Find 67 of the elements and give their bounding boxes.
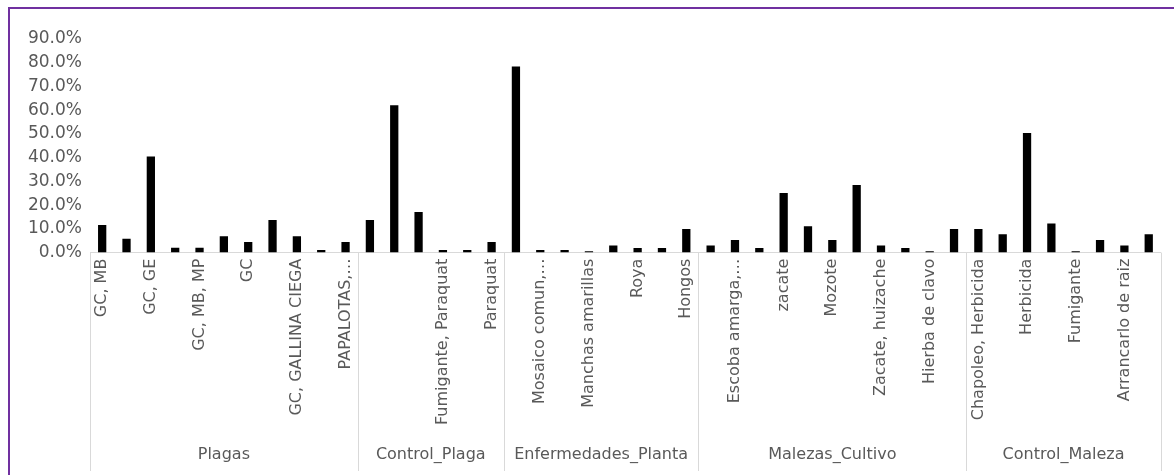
bar (803, 226, 813, 253)
x-tick-label: Mozote (821, 258, 841, 317)
bar (609, 245, 618, 253)
bar (1144, 234, 1153, 253)
y-tick-label: 40.0% (27, 146, 82, 167)
y-tick-label: 30.0% (27, 169, 82, 190)
x-tick-label: Herbicida (1016, 258, 1036, 335)
y-tick-label: 80.0% (27, 51, 82, 72)
text: Malezas_Cultivo (768, 444, 897, 465)
y-tick-label: 70.0% (27, 74, 82, 95)
x-tick-label: Mosaico comun,… (529, 258, 549, 405)
x-tick-label: Arrancarlo de raiz (1113, 258, 1133, 402)
x-tick-label: Fumigante, Paraquat (432, 258, 452, 426)
text: Plagas (197, 444, 250, 464)
x-tick-label: Hongos (675, 258, 695, 319)
bar (730, 240, 740, 253)
x-tick-label: Zacate, huizache (870, 258, 890, 396)
bar (146, 156, 155, 253)
x-tick-label: Roya (626, 258, 646, 299)
x-tick-label: Escoba amarga,… (724, 258, 744, 404)
bar (1022, 132, 1032, 253)
y-tick-label: 20.0% (27, 193, 82, 214)
bar (949, 228, 959, 253)
bar (998, 234, 1007, 253)
bar (341, 241, 350, 253)
y-tick-label: 0.0% (38, 241, 82, 262)
bar (876, 245, 886, 253)
bar (365, 220, 375, 253)
bar (268, 220, 277, 253)
x-tick-label: GC, GE (140, 258, 160, 315)
x-tick-label: GC, MB, MP (188, 258, 208, 351)
y-tick-label: 60.0% (27, 98, 82, 119)
bar (706, 245, 715, 253)
bar (219, 236, 228, 253)
bar (98, 225, 107, 253)
bar (244, 241, 253, 253)
bar (633, 248, 642, 253)
bar (1120, 245, 1129, 253)
x-tick-label: Fumigante (1064, 258, 1084, 344)
x-tick-label: Hierba de clavo (918, 258, 938, 384)
bar (974, 228, 983, 253)
bar (292, 236, 302, 253)
text: Control_Maleza (1002, 444, 1125, 465)
x-tick-label: Paraquat (480, 258, 500, 331)
bar (1095, 240, 1105, 253)
x-tick-label: GC, GALLINA CIEGA (286, 258, 306, 416)
bar (511, 66, 521, 253)
x-tick-label: Chapoleo, Herbicida (967, 258, 987, 421)
bar (487, 241, 496, 253)
bar (828, 240, 837, 253)
x-tick-label: GC (237, 258, 257, 283)
y-tick-label: 10.0% (27, 217, 82, 238)
x-tick-label: PAPALOTAS,… (334, 258, 354, 370)
y-tick-label: 50.0% (27, 122, 82, 143)
bar (779, 193, 788, 253)
bar (390, 105, 399, 253)
bar (1047, 223, 1056, 253)
y-tick-label: 90.0% (27, 27, 82, 48)
bar (852, 184, 861, 253)
text: Enfermedades_Planta (514, 444, 689, 465)
text: Control_Plaga (375, 444, 486, 465)
bar (122, 238, 131, 253)
bar (414, 212, 423, 253)
bar (682, 228, 691, 253)
x-tick-label: zacate (772, 258, 792, 312)
x-tick-label: GC, MB (91, 258, 111, 318)
x-tick-label: Manchas amarillas (578, 258, 598, 408)
